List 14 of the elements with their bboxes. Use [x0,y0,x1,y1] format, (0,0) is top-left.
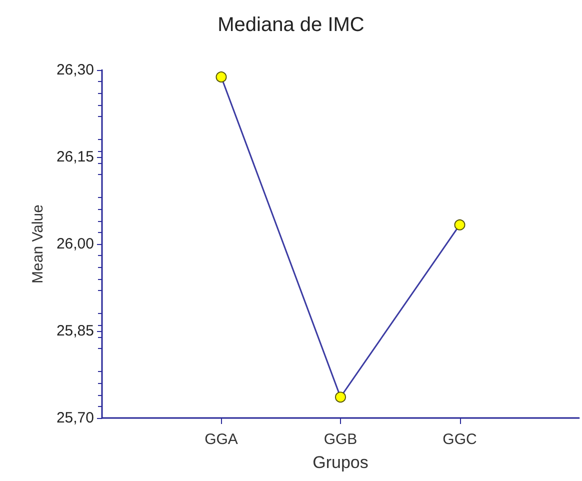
x-tick-label: GGA [204,431,238,448]
chart-title: Mediana de IMC [218,14,364,36]
y-tick-label: 26,15 [56,148,94,166]
point [454,219,466,230]
point [335,392,346,403]
x-axis-title: Grupos [312,453,368,472]
y-tick-label: 26,00 [56,236,94,252]
y-axis-title: Mean Value [30,204,47,284]
x-tick-label: GGB [324,431,358,448]
x-tick-label: GGC [442,431,477,448]
y-tick-label: 25,85 [56,322,94,340]
point [216,71,227,82]
y-tick-label: 25,70 [56,410,94,426]
y-tick-label: 26,30 [56,62,94,78]
